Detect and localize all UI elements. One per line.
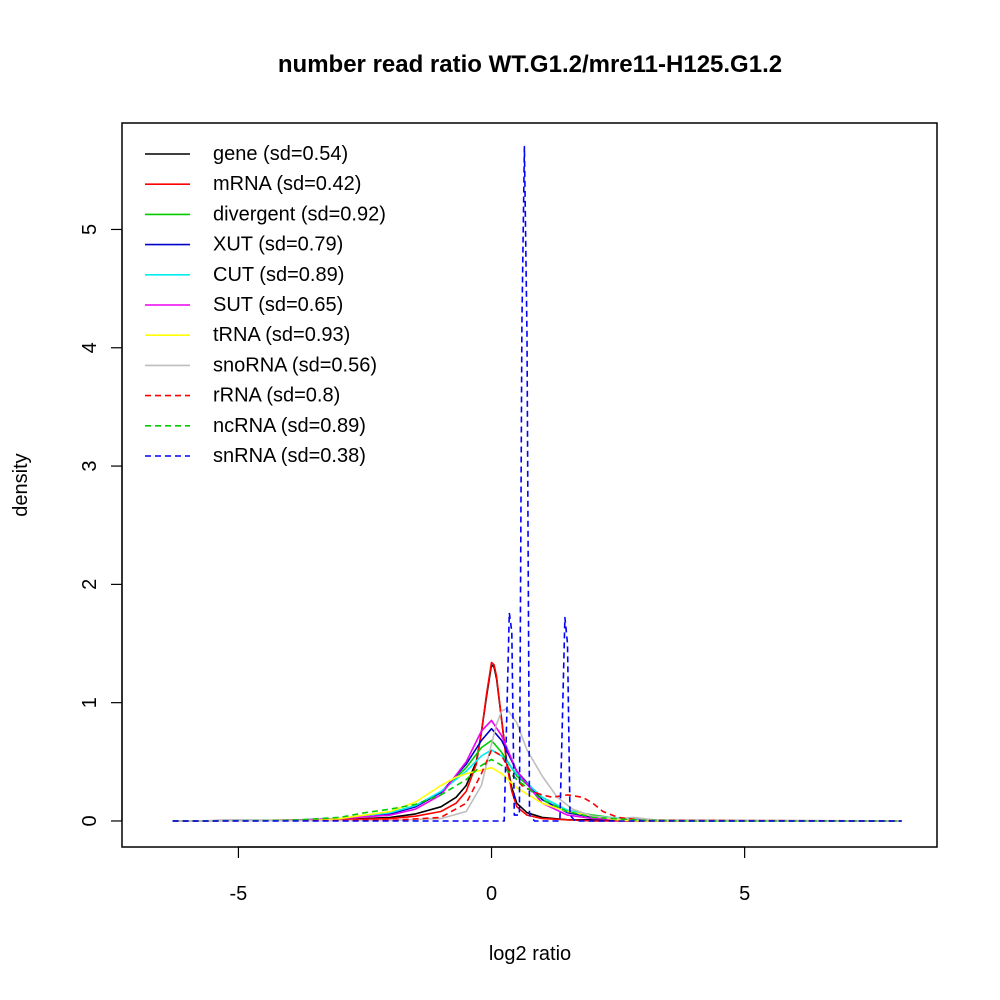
y-axis-label: density <box>10 453 32 516</box>
legend-label-4: CUT (sd=0.89) <box>213 264 344 286</box>
y-tick-label: 2 <box>79 579 101 590</box>
legend-label-9: ncRNA (sd=0.89) <box>213 415 366 437</box>
y-tick-label: 0 <box>79 815 101 826</box>
x-tick-label: 5 <box>739 883 750 905</box>
series-line-1 <box>172 661 902 822</box>
series-line-2 <box>172 739 902 822</box>
legend-label-10: snRNA (sd=0.38) <box>213 445 366 467</box>
y-tick-label: 4 <box>79 342 101 353</box>
legend-label-8: rRNA (sd=0.8) <box>213 385 340 407</box>
x-tick-label: 0 <box>486 883 497 905</box>
legend-label-6: tRNA (sd=0.93) <box>213 324 350 346</box>
y-tick-label: 3 <box>79 461 101 472</box>
series-line-8 <box>172 749 902 822</box>
series-layer <box>172 145 902 822</box>
series-line-4 <box>172 749 902 822</box>
series-line-10 <box>172 145 902 822</box>
legend-label-1: mRNA (sd=0.42) <box>213 173 361 195</box>
legend: gene (sd=0.54) mRNA (sd=0.42) divergent (s… <box>145 143 386 467</box>
y-tick-label: 1 <box>79 697 101 708</box>
chart-title: number read ratio WT.G1.2/mre11-H125.G1.… <box>278 51 782 78</box>
x-axis: -5 0 5 <box>230 846 750 905</box>
legend-label-3: XUT (sd=0.79) <box>213 234 343 256</box>
series-line-9 <box>172 758 902 822</box>
legend-label-0: gene (sd=0.54) <box>213 143 348 165</box>
legend-label-7: snoRNA (sd=0.56) <box>213 354 377 376</box>
series-line-3 <box>172 727 902 822</box>
series-line-7 <box>172 707 902 822</box>
x-tick-label: -5 <box>230 883 248 905</box>
plot-frame <box>121 122 938 848</box>
legend-label-2: divergent (sd=0.92) <box>213 203 386 225</box>
y-tick-label: 5 <box>79 224 101 235</box>
legend-label-5: SUT (sd=0.65) <box>213 294 343 316</box>
series-line-5 <box>172 719 902 822</box>
y-axis: 0 1 2 3 4 5 <box>79 224 123 827</box>
x-axis-label: log2 ratio <box>489 943 571 965</box>
